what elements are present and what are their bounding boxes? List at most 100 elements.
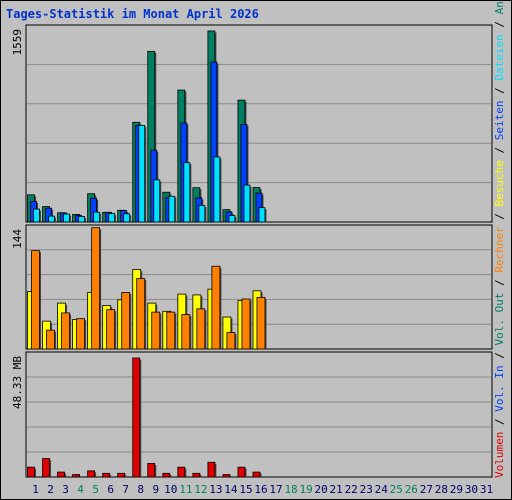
x-tick-day-15: 15 — [239, 483, 252, 496]
bar-volumen-day-7 — [117, 472, 126, 478]
legend-vol-in: Vol. In — [493, 365, 506, 411]
legend-separator: / — [493, 140, 506, 160]
bar-volumen-day-16 — [252, 471, 261, 478]
bar-dateien-day-12 — [198, 205, 206, 223]
bar-rechner-day-15 — [241, 298, 251, 350]
requests-panel: 1559 — [11, 24, 493, 223]
x-tick-day-31: 31 — [480, 483, 493, 496]
x-tick-day-17: 17 — [269, 483, 282, 496]
bar-rechner-day-6 — [106, 309, 116, 350]
bar-volumen-day-5 — [87, 470, 96, 478]
chart-title: Tages-Statistik im Monat April 2026 — [6, 7, 259, 21]
bar-dateien-day-9 — [153, 179, 161, 223]
bar-dateien-day-15 — [243, 184, 251, 223]
legend-volumen: Volumen — [493, 432, 506, 478]
y-axis-max-label: 48.33 MB — [11, 356, 24, 409]
bar-rechner-day-8 — [136, 278, 146, 350]
visits-panel: 144 — [11, 224, 493, 350]
bar-rechner-day-5 — [91, 227, 101, 350]
bar-dateien-day-3 — [63, 213, 70, 223]
y-axis-max-label: 1559 — [11, 29, 24, 56]
bar-dateien-day-10 — [168, 195, 176, 223]
legend-vertical: Volumen / Vol. In / Vol. Out / Rechner /… — [493, 0, 506, 478]
x-tick-day-14: 14 — [224, 483, 238, 496]
bar-volumen-day-8 — [132, 357, 141, 478]
legend-separator: / — [493, 206, 506, 226]
x-tick-day-9: 9 — [152, 483, 159, 496]
bar-rechner-day-2 — [46, 329, 55, 350]
bar-rechner-day-11 — [181, 314, 191, 350]
legend-separator: / — [493, 81, 506, 101]
bar-rechner-day-1 — [31, 250, 40, 350]
bar-volumen-day-10 — [162, 472, 171, 478]
bar-rechner-day-4 — [76, 318, 85, 350]
bar-dateien-day-5 — [93, 211, 101, 223]
legend-besuche: Besuche — [493, 160, 506, 206]
x-tick-day-25: 25 — [390, 483, 403, 496]
x-tick-day-10: 10 — [164, 483, 177, 496]
bar-volumen-day-13 — [207, 461, 216, 478]
bar-rechner-day-3 — [61, 312, 70, 350]
legend-separator: / — [493, 14, 506, 34]
x-tick-day-2: 2 — [47, 483, 54, 496]
bar-dateien-day-13 — [213, 156, 221, 223]
bar-volumen-day-2 — [42, 458, 50, 478]
bar-rechner-day-9 — [151, 311, 161, 350]
volume-panel-area — [25, 351, 493, 478]
bar-rechner-day-13 — [211, 265, 221, 350]
x-tick-day-11: 11 — [179, 483, 192, 496]
bar-dateien-day-7 — [123, 213, 131, 223]
bar-rechner-day-10 — [166, 311, 176, 350]
x-tick-day-27: 27 — [420, 483, 433, 496]
x-tick-day-3: 3 — [62, 483, 69, 496]
legend-anfragen: Anfragen — [493, 0, 506, 14]
legend-vol-out: Vol. Out — [493, 293, 506, 346]
bar-dateien-day-14 — [228, 215, 236, 223]
bar-volumen-day-3 — [57, 471, 65, 478]
x-tick-day-8: 8 — [137, 483, 144, 496]
x-tick-day-29: 29 — [450, 483, 463, 496]
volume-panel: 48.33 MB — [11, 351, 493, 478]
legend-dateien: Dateien — [493, 34, 506, 80]
x-tick-day-18: 18 — [284, 483, 297, 496]
x-tick-day-7: 7 — [122, 483, 129, 496]
legend-separator: / — [493, 273, 506, 293]
bar-volumen-day-1 — [27, 466, 35, 478]
legend-rechner: Rechner — [493, 226, 506, 273]
x-tick-day-21: 21 — [330, 483, 343, 496]
bar-rechner-day-16 — [256, 296, 266, 350]
x-tick-day-19: 19 — [299, 483, 312, 496]
bar-volumen-day-15 — [237, 466, 246, 478]
x-tick-day-22: 22 — [345, 483, 358, 496]
x-tick-day-4: 4 — [77, 483, 84, 496]
bar-dateien-day-2 — [48, 215, 55, 223]
bar-volumen-day-14 — [222, 474, 231, 478]
legend-separator: / — [493, 412, 506, 432]
bar-volumen-day-11 — [177, 466, 186, 478]
bar-dateien-day-6 — [108, 213, 116, 223]
x-tick-day-13: 13 — [209, 483, 222, 496]
bar-dateien-day-4 — [78, 216, 85, 223]
bar-rechner-day-12 — [196, 308, 206, 350]
x-tick-day-26: 26 — [405, 483, 418, 496]
x-tick-day-16: 16 — [254, 483, 267, 496]
x-tick-day-30: 30 — [465, 483, 478, 496]
y-axis-max-label: 144 — [11, 229, 24, 249]
bar-rechner-day-14 — [226, 332, 236, 350]
bar-dateien-day-11 — [183, 162, 191, 223]
bar-dateien-day-1 — [33, 208, 40, 223]
x-tick-day-20: 20 — [315, 483, 328, 496]
bar-volumen-day-6 — [102, 472, 111, 478]
bar-dateien-day-8 — [138, 124, 146, 223]
bar-rechner-day-7 — [121, 292, 131, 350]
bar-volumen-day-12 — [192, 472, 201, 478]
x-tick-day-28: 28 — [435, 483, 448, 496]
bar-dateien-day-16 — [258, 207, 266, 223]
legend-separator: / — [493, 346, 506, 366]
legend-seiten: Seiten — [493, 100, 506, 140]
x-tick-day-6: 6 — [107, 483, 114, 496]
bar-volumen-day-9 — [147, 463, 156, 478]
x-tick-day-12: 12 — [194, 483, 207, 496]
